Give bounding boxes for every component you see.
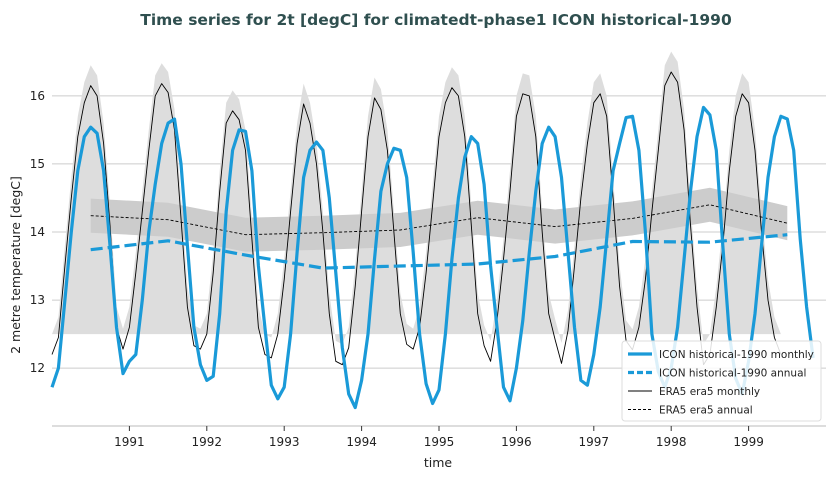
y-tick-label: 13: [30, 293, 45, 307]
x-ticks: 1991 1992 1993 1994 1995 1996 1997 1998 1999: [114, 426, 764, 449]
y-ticks: 12 13 14 15 16: [30, 89, 45, 375]
y-tick-label: 15: [30, 157, 45, 171]
legend-label: ICON historical-1990 annual: [659, 368, 806, 380]
x-axis-label: time: [424, 455, 453, 470]
series-line-2: [51, 71, 782, 366]
chart-title: Time series for 2t [degC] for climatedt-…: [140, 11, 732, 29]
y-axis-label: 2 metre temperature [degC]: [8, 176, 23, 354]
x-tick-label: 1997: [579, 435, 610, 449]
y-tick-label: 14: [30, 225, 45, 239]
y-tick-label: 16: [30, 89, 45, 103]
legend-label: ICON historical-1990 monthly: [659, 349, 814, 361]
x-tick-label: 1998: [656, 435, 687, 449]
legend: ICON historical-1990 monthly ICON histori…: [621, 340, 822, 422]
x-tick-label: 1992: [192, 435, 223, 449]
legend-box: [621, 340, 822, 422]
x-tick-label: 1993: [269, 435, 300, 449]
y-tick-label: 12: [30, 361, 45, 375]
era5-monthly-band: [52, 51, 781, 345]
series-line-3: [90, 204, 788, 236]
series-lines: [50, 71, 815, 410]
x-tick-label: 1999: [733, 435, 764, 449]
legend-label: ERA5 era5 monthly: [659, 386, 760, 398]
x-tick-label: 1995: [424, 435, 455, 449]
series-line-0: [50, 105, 815, 410]
legend-label: ERA5 era5 annual: [659, 405, 753, 417]
x-tick-label: 1996: [501, 435, 532, 449]
x-tick-label: 1991: [114, 435, 145, 449]
series-line-1: [90, 233, 788, 270]
x-tick-label: 1994: [346, 435, 377, 449]
